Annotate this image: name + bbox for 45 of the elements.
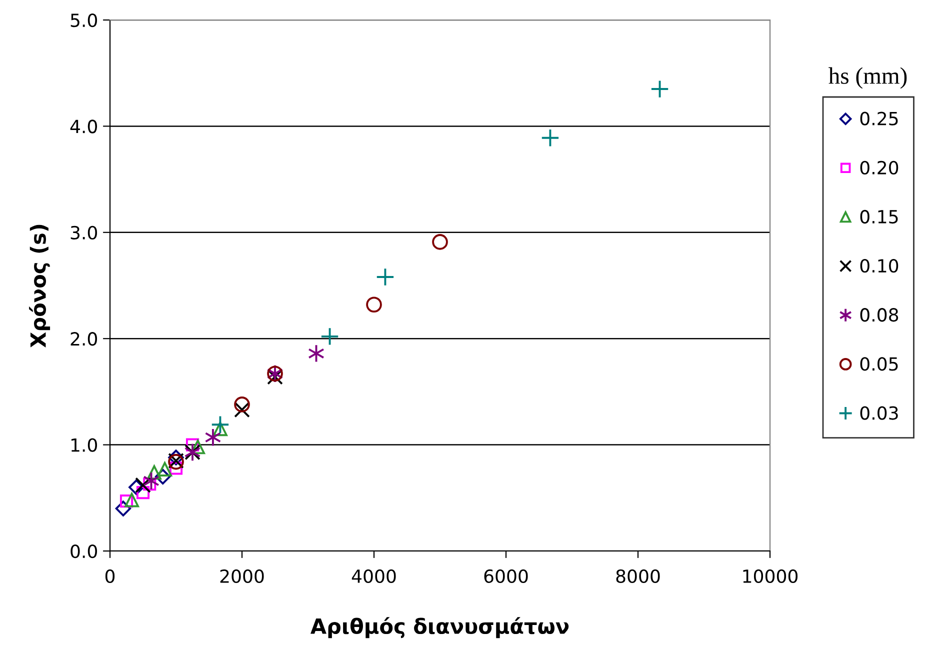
y-tick-label: 1.0 bbox=[71, 438, 97, 452]
point bbox=[124, 492, 140, 508]
legend-label: 0.20 bbox=[860, 160, 898, 174]
x-tick-label: 4000 bbox=[352, 569, 396, 584]
y-tick-label: 5.0 bbox=[70, 13, 97, 28]
point bbox=[120, 494, 134, 508]
x-tick-label: 2000 bbox=[220, 569, 264, 584]
point bbox=[146, 465, 162, 480]
point bbox=[366, 296, 382, 313]
x-tick-label: 8000 bbox=[616, 569, 660, 584]
point bbox=[204, 428, 222, 447]
y-tick-label: 0.0 bbox=[70, 544, 97, 558]
legend-label: 0.15 bbox=[860, 210, 898, 224]
legend-label: 0.10 bbox=[860, 258, 898, 273]
point bbox=[540, 128, 560, 148]
point bbox=[234, 402, 250, 418]
legend-label: 0.25 bbox=[860, 112, 898, 126]
point bbox=[168, 450, 184, 466]
x-tick-label: 10000 bbox=[743, 569, 798, 584]
point bbox=[234, 396, 250, 412]
x-tick-label: 6000 bbox=[484, 569, 528, 584]
point bbox=[128, 479, 144, 496]
y-tick-label: 3.0 bbox=[70, 226, 97, 240]
x-tick-label: 0 bbox=[105, 569, 115, 584]
point bbox=[135, 477, 151, 494]
point bbox=[432, 234, 448, 250]
legend-label: 0.03 bbox=[860, 406, 898, 420]
point bbox=[136, 486, 150, 500]
legend-title: hs (mm) bbox=[828, 67, 907, 89]
legend-label: 0.05 bbox=[860, 357, 898, 371]
point bbox=[210, 415, 230, 434]
y-tick-label: 2.0 bbox=[70, 332, 97, 346]
y-tick-label: 4.0 bbox=[70, 120, 97, 134]
point bbox=[376, 268, 395, 286]
point bbox=[169, 462, 183, 475]
y-axis-title: Χρόνος (s) bbox=[29, 224, 50, 348]
point bbox=[115, 500, 132, 516]
point bbox=[650, 80, 670, 98]
point bbox=[158, 462, 172, 476]
point bbox=[320, 327, 340, 346]
point bbox=[186, 438, 200, 452]
x-axis-title: Αριθμός διανυσμάτων bbox=[310, 617, 569, 638]
legend-label: 0.08 bbox=[860, 308, 898, 322]
point bbox=[212, 422, 228, 436]
point bbox=[154, 468, 171, 485]
